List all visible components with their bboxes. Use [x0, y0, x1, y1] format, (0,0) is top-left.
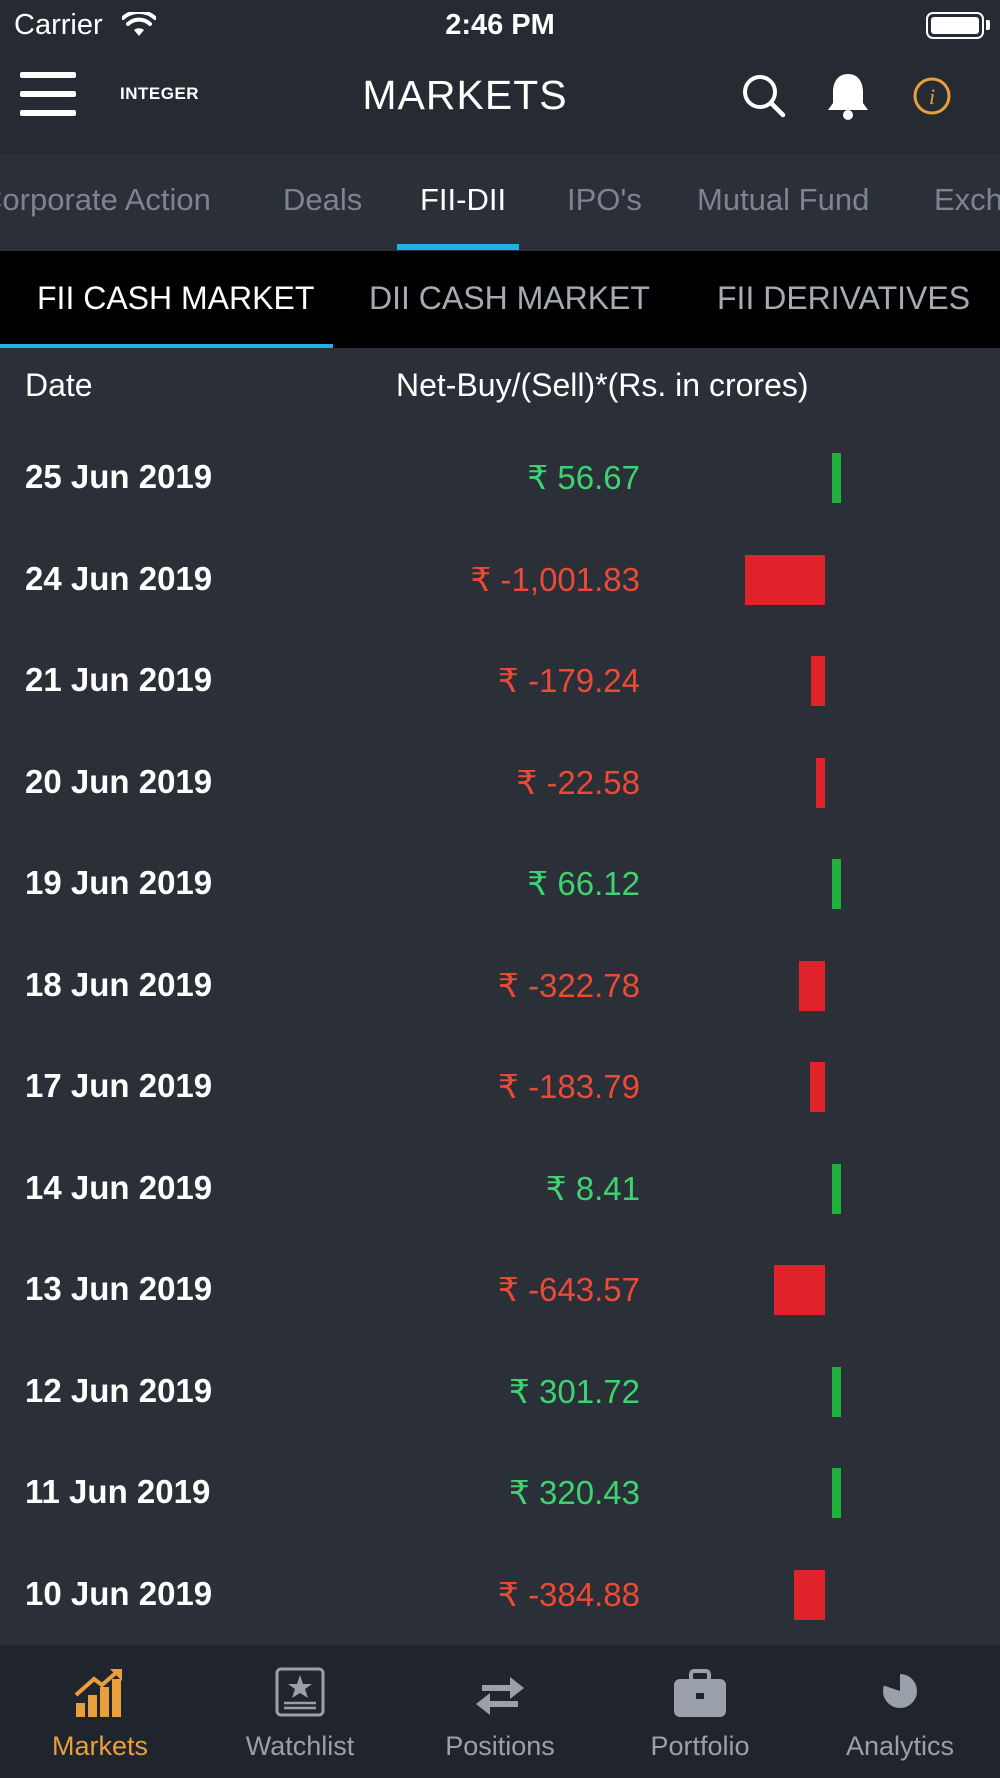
- row-date: 20 Jun 2019: [25, 762, 213, 800]
- swap-arrows-icon: [476, 1677, 524, 1715]
- bar-chart-icon: [74, 1669, 122, 1717]
- table-row[interactable]: 12 Jun 2019 ₹ 301.72: [0, 1342, 1000, 1444]
- page-title: MARKETS: [362, 72, 568, 118]
- active-tab-indicator: [397, 244, 519, 250]
- battery-tip: [986, 20, 990, 30]
- row-net-value: ₹ 66.12: [527, 865, 640, 902]
- value-bar: [745, 554, 825, 605]
- row-net-value: ₹ 320.43: [508, 1474, 640, 1511]
- tab-ipos[interactable]: IPO's: [567, 182, 642, 217]
- nav-positions[interactable]: Positions: [400, 1645, 600, 1778]
- row-net-value: ₹ -1,001.83: [470, 560, 640, 598]
- nav-analytics[interactable]: Analytics: [800, 1645, 1000, 1778]
- table-row[interactable]: 21 Jun 2019 ₹ -179.24: [0, 631, 1000, 733]
- pie-chart-icon: [882, 1672, 917, 1708]
- table-row[interactable]: 20 Jun 2019 ₹ -22.58: [0, 733, 1000, 835]
- row-date: 24 Jun 2019: [25, 559, 213, 597]
- nav-portfolio[interactable]: Portfolio: [600, 1645, 800, 1778]
- search-icon[interactable]: [738, 70, 790, 122]
- table-row[interactable]: 11 Jun 2019 ₹ 320.43: [0, 1443, 1000, 1545]
- tab-corporate-action[interactable]: Corporate Action: [0, 182, 211, 217]
- value-bar: [794, 1569, 825, 1620]
- row-net-value: ₹ 56.67: [527, 459, 640, 496]
- bell-icon[interactable]: [822, 70, 874, 122]
- row-date: 18 Jun 2019: [25, 965, 213, 1003]
- table-row[interactable]: 25 Jun 2019 ₹ 56.67: [0, 428, 1000, 530]
- nav-label: Portfolio: [650, 1731, 750, 1761]
- value-bar: [810, 1062, 825, 1112]
- value-bar: [832, 859, 841, 909]
- row-date: 19 Jun 2019: [25, 864, 213, 901]
- carrier-label: Carrier: [14, 9, 103, 41]
- row-date: 11 Jun 2019: [25, 1473, 211, 1510]
- tab-mutual-fund[interactable]: Mutual Fund: [697, 182, 870, 217]
- value-bar: [832, 1163, 841, 1214]
- row-net-value: ₹ -22.58: [516, 763, 640, 801]
- table-row[interactable]: 18 Jun 2019 ₹ -322.78: [0, 936, 1000, 1038]
- row-date: 25 Jun 2019: [25, 458, 213, 495]
- app-header: INTEGER MARKETS i: [0, 50, 1000, 154]
- nav-label: Markets: [51, 1731, 149, 1761]
- date-column-header: Date: [25, 367, 93, 403]
- subtab-fii-cash-market[interactable]: FII CASH MARKET: [37, 280, 315, 316]
- star-icon: [275, 1667, 325, 1717]
- tab-deals[interactable]: Deals: [283, 182, 363, 217]
- nav-label: Positions: [445, 1731, 555, 1761]
- value-bar: [832, 1468, 841, 1518]
- nav-label: Watchlist: [245, 1731, 355, 1761]
- row-date: 10 Jun 2019: [25, 1574, 213, 1612]
- table-row[interactable]: 24 Jun 2019 ₹ -1,001.83: [0, 530, 1000, 632]
- table-row[interactable]: 13 Jun 2019 ₹ -643.57: [0, 1240, 1000, 1342]
- row-net-value: ₹ 8.41: [545, 1169, 640, 1207]
- clock: 2:46 PM: [445, 9, 555, 41]
- fii-data-list: 25 Jun 2019 ₹ 56.67 24 Jun 2019 ₹ -1,001…: [0, 428, 1000, 1646]
- value-bar: [773, 1265, 825, 1315]
- value-bar: [816, 757, 825, 808]
- status-bar: Carrier 2:46 PM: [0, 0, 1000, 50]
- hamburger-menu-icon[interactable]: [20, 72, 76, 118]
- row-net-value: ₹ -179.24: [497, 662, 640, 699]
- value-bar: [832, 1366, 841, 1417]
- nav-watchlist[interactable]: Watchlist: [200, 1645, 400, 1778]
- table-row[interactable]: 14 Jun 2019 ₹ 8.41: [0, 1139, 1000, 1241]
- row-date: 12 Jun 2019: [25, 1371, 213, 1409]
- briefcase-icon: [674, 1669, 726, 1717]
- subtab-dii-cash-market[interactable]: DII CASH MARKET: [369, 280, 650, 316]
- row-net-value: ₹ -183.79: [497, 1068, 640, 1105]
- value-bar: [799, 960, 825, 1011]
- svg-text:i: i: [929, 84, 935, 109]
- row-date: 14 Jun 2019: [25, 1168, 213, 1206]
- row-date: 13 Jun 2019: [25, 1270, 213, 1307]
- row-net-value: ₹ -384.88: [497, 1575, 640, 1613]
- table-row[interactable]: 10 Jun 2019 ₹ -384.88: [0, 1545, 1000, 1647]
- wifi-icon: [122, 12, 156, 36]
- top-tabs: Corporate Action Deals FII-DII IPO's Mut…: [0, 155, 1000, 251]
- table-row[interactable]: 19 Jun 2019 ₹ 66.12: [0, 834, 1000, 936]
- row-net-value: ₹ -643.57: [497, 1271, 640, 1308]
- info-icon[interactable]: i: [906, 70, 958, 122]
- nav-label: Analytics: [845, 1731, 955, 1761]
- sub-tabs: FII CASH MARKET DII CASH MARKET FII DERI…: [0, 251, 1000, 348]
- tab-fii-dii[interactable]: FII-DII: [420, 182, 507, 217]
- active-subtab-indicator: [0, 344, 333, 348]
- row-net-value: ₹ 301.72: [508, 1372, 640, 1410]
- tab-exchange[interactable]: Exchange: [934, 182, 1000, 217]
- integer-logo: INTEGER: [120, 84, 200, 103]
- net-buy-sell-column-header: Net-Buy/(Sell)*(Rs. in crores): [396, 367, 809, 403]
- row-date: 21 Jun 2019: [25, 661, 213, 698]
- value-bar: [832, 453, 841, 503]
- table-row[interactable]: 17 Jun 2019 ₹ -183.79: [0, 1037, 1000, 1139]
- bottom-navigation: Markets Watchlist Positions Portfolio An…: [0, 1645, 1000, 1778]
- battery-icon: [926, 12, 984, 39]
- row-date: 17 Jun 2019: [25, 1067, 213, 1104]
- subtab-fii-derivatives[interactable]: FII DERIVATIVES: [717, 280, 971, 316]
- value-bar: [810, 656, 825, 706]
- row-net-value: ₹ -322.78: [497, 966, 640, 1004]
- nav-markets[interactable]: Markets: [0, 1645, 200, 1778]
